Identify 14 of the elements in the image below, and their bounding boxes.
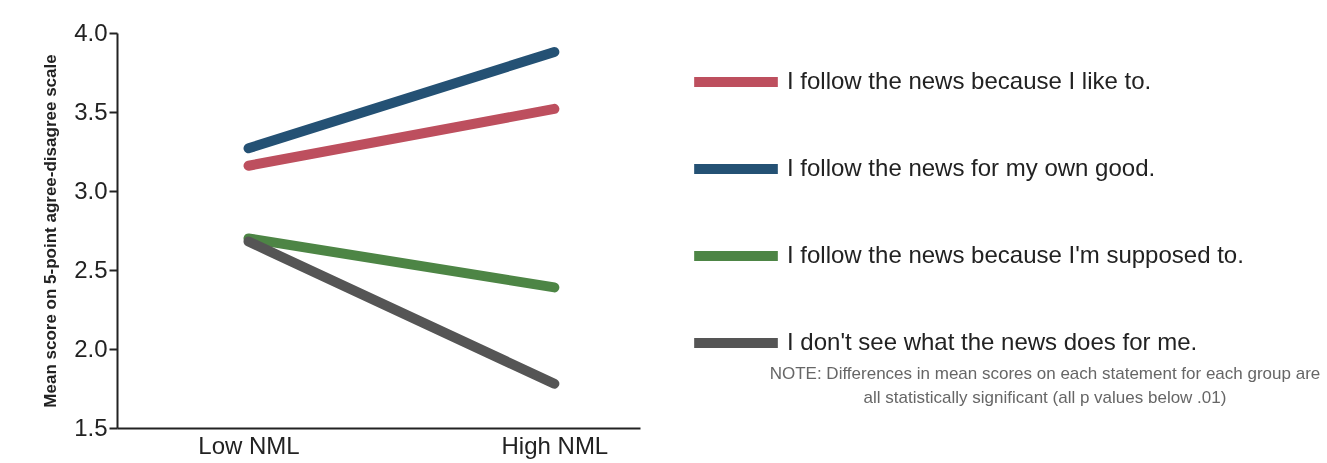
legend-label: I don't see what the news does for me. bbox=[787, 328, 1198, 355]
y-tick-label: 1.5 bbox=[74, 413, 108, 441]
legend-label: I follow the news because I'm supposed to. bbox=[787, 241, 1244, 268]
y-axis-title: Mean score on 5-point agree-disagree scale bbox=[41, 54, 61, 408]
y-tick-label: 4.0 bbox=[74, 18, 108, 46]
text: NOTE: Differences in mean scores on each statement for each group are all statistically significant (all p values below .01) bbox=[768, 363, 1322, 409]
x-tick-label: High NML bbox=[501, 431, 609, 459]
y-tick-label: 3.0 bbox=[74, 176, 108, 204]
legend-label: I follow the news for my own good. bbox=[787, 154, 1156, 181]
legend-label: I follow the news because I like to. bbox=[787, 67, 1152, 94]
y-tick-label: 2.0 bbox=[74, 334, 108, 362]
y-tick-label: 2.5 bbox=[74, 255, 108, 283]
x-tick-label: Low NML bbox=[198, 431, 300, 459]
y-tick-label: 3.5 bbox=[74, 97, 108, 125]
